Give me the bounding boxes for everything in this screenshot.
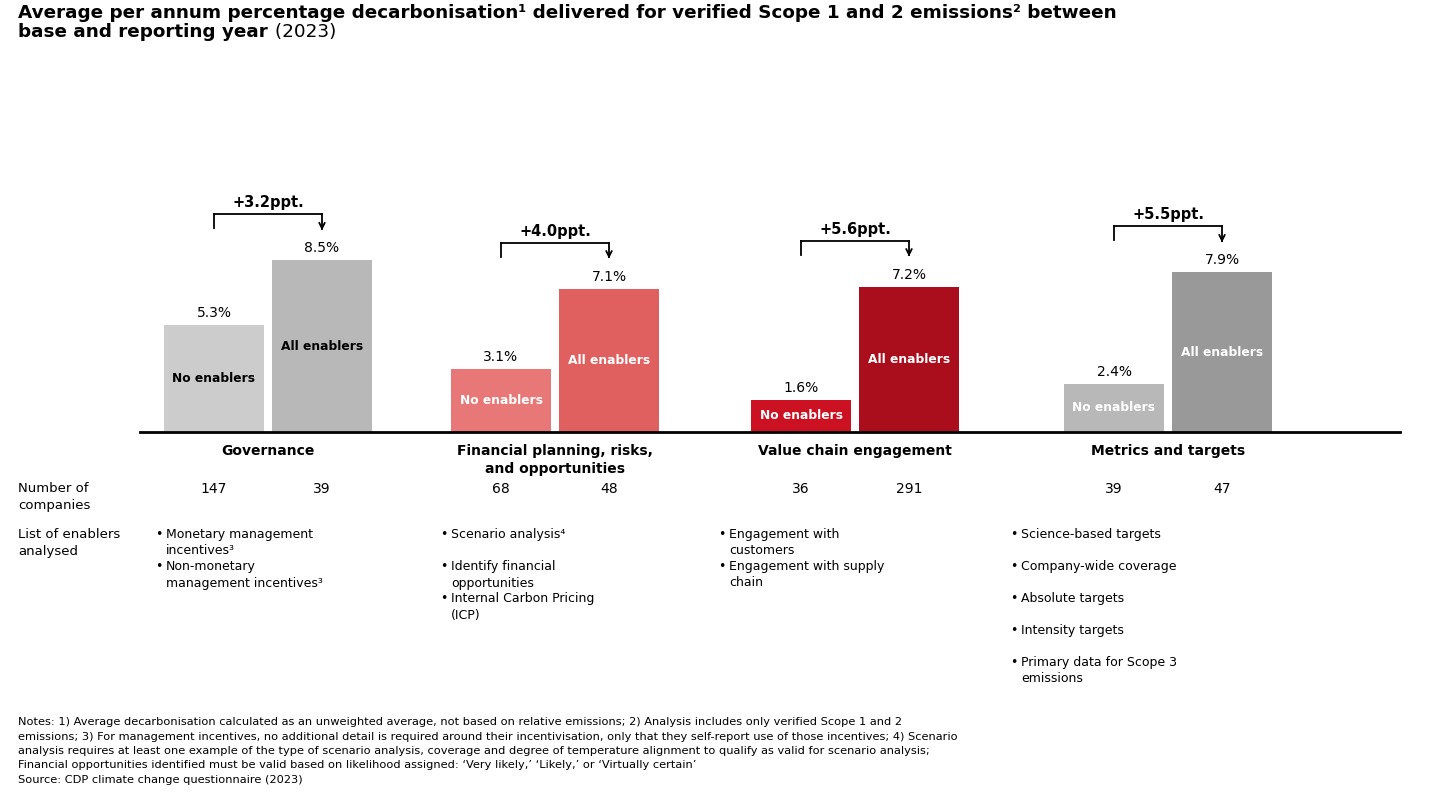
Text: •: • bbox=[441, 560, 448, 573]
Bar bbox=[752, 399, 851, 432]
Text: List of enablers
analysed: List of enablers analysed bbox=[17, 528, 121, 558]
Text: All enablers: All enablers bbox=[281, 339, 363, 352]
Text: •: • bbox=[1009, 592, 1018, 605]
Text: Number of
companies: Number of companies bbox=[17, 482, 91, 512]
Text: Monetary management
incentives³: Monetary management incentives³ bbox=[166, 528, 312, 557]
Text: •: • bbox=[719, 528, 726, 541]
Text: Company-wide coverage: Company-wide coverage bbox=[1021, 560, 1176, 573]
Text: 8.5%: 8.5% bbox=[304, 241, 340, 255]
Text: Financial planning, risks,
and opportunities: Financial planning, risks, and opportuni… bbox=[456, 444, 652, 476]
Text: 7.1%: 7.1% bbox=[592, 270, 626, 284]
Text: All enablers: All enablers bbox=[567, 354, 649, 367]
Text: No enablers: No enablers bbox=[759, 409, 842, 422]
Text: All enablers: All enablers bbox=[868, 353, 950, 366]
Text: Engagement with
customers: Engagement with customers bbox=[729, 528, 840, 557]
Text: +3.2ppt.: +3.2ppt. bbox=[232, 195, 304, 211]
Text: •: • bbox=[156, 528, 163, 541]
Text: +5.6ppt.: +5.6ppt. bbox=[819, 222, 891, 237]
Text: All enablers: All enablers bbox=[1181, 346, 1263, 359]
Text: •: • bbox=[156, 560, 163, 573]
Text: 39: 39 bbox=[312, 482, 331, 496]
Text: No enablers: No enablers bbox=[459, 394, 543, 407]
Text: 68: 68 bbox=[492, 482, 510, 496]
Text: 7.2%: 7.2% bbox=[891, 267, 926, 282]
Text: Notes: 1) Average decarbonisation calculated as an unweighted average, not based: Notes: 1) Average decarbonisation calcul… bbox=[17, 717, 901, 727]
Text: Average per annum percentage decarbonisation¹ delivered for verified Scope 1 and: Average per annum percentage decarbonisa… bbox=[17, 4, 1116, 22]
Bar bbox=[451, 369, 552, 432]
Text: Identify financial
opportunities: Identify financial opportunities bbox=[451, 560, 556, 590]
Text: (2023): (2023) bbox=[269, 23, 337, 41]
Text: •: • bbox=[719, 560, 726, 573]
Text: 36: 36 bbox=[792, 482, 809, 496]
Text: 39: 39 bbox=[1104, 482, 1123, 496]
Text: •: • bbox=[1009, 656, 1018, 669]
Text: +4.0ppt.: +4.0ppt. bbox=[518, 224, 590, 239]
Text: 3.1%: 3.1% bbox=[484, 351, 518, 365]
Text: 48: 48 bbox=[600, 482, 618, 496]
Text: emissions; 3) For management incentives, no additional detail is required around: emissions; 3) For management incentives,… bbox=[17, 731, 958, 741]
Text: Non-monetary
management incentives³: Non-monetary management incentives³ bbox=[166, 560, 323, 590]
Bar bbox=[164, 325, 264, 432]
Text: Source: CDP climate change questionnaire (2023): Source: CDP climate change questionnaire… bbox=[17, 775, 302, 785]
Text: Absolute targets: Absolute targets bbox=[1021, 592, 1125, 605]
Text: No enablers: No enablers bbox=[173, 372, 255, 385]
Text: No enablers: No enablers bbox=[1073, 401, 1155, 414]
Text: Science-based targets: Science-based targets bbox=[1021, 528, 1161, 541]
Bar bbox=[1064, 383, 1164, 432]
Text: Scenario analysis⁴: Scenario analysis⁴ bbox=[451, 528, 566, 541]
Text: Value chain engagement: Value chain engagement bbox=[757, 444, 952, 458]
Text: Primary data for Scope 3
emissions: Primary data for Scope 3 emissions bbox=[1021, 656, 1176, 685]
Text: 1.6%: 1.6% bbox=[783, 381, 818, 394]
Bar bbox=[559, 288, 660, 432]
Text: Financial opportunities identified must be valid based on likelihood assigned: ‘: Financial opportunities identified must … bbox=[17, 761, 697, 770]
Text: base and reporting year: base and reporting year bbox=[17, 23, 268, 41]
Text: •: • bbox=[1009, 560, 1018, 573]
Bar bbox=[860, 287, 959, 432]
Text: 47: 47 bbox=[1214, 482, 1231, 496]
Text: 2.4%: 2.4% bbox=[1096, 364, 1132, 378]
Text: 7.9%: 7.9% bbox=[1204, 254, 1240, 267]
Text: •: • bbox=[441, 528, 448, 541]
Text: Governance: Governance bbox=[222, 444, 315, 458]
Bar bbox=[272, 260, 372, 432]
Text: •: • bbox=[1009, 624, 1018, 637]
Text: Internal Carbon Pricing
(ICP): Internal Carbon Pricing (ICP) bbox=[451, 592, 595, 621]
Text: •: • bbox=[1009, 528, 1018, 541]
Text: +5.5ppt.: +5.5ppt. bbox=[1132, 207, 1204, 223]
Text: Metrics and targets: Metrics and targets bbox=[1092, 444, 1246, 458]
Text: 291: 291 bbox=[896, 482, 922, 496]
Bar bbox=[1172, 272, 1272, 432]
Text: •: • bbox=[441, 592, 448, 605]
Text: Engagement with supply
chain: Engagement with supply chain bbox=[729, 560, 884, 590]
Text: 147: 147 bbox=[200, 482, 228, 496]
Text: 5.3%: 5.3% bbox=[196, 306, 232, 320]
Text: analysis requires at least one example of the type of scenario analysis, coverag: analysis requires at least one example o… bbox=[17, 746, 930, 756]
Text: Intensity targets: Intensity targets bbox=[1021, 624, 1123, 637]
